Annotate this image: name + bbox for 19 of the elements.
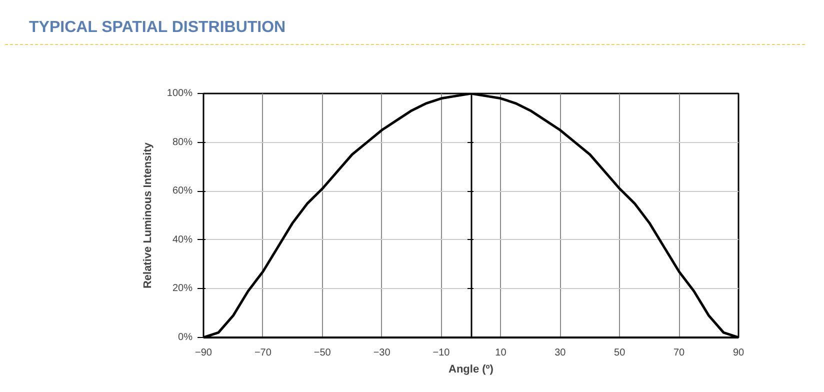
y-tick-label: 100% xyxy=(166,88,193,99)
x-tick-label: −10 xyxy=(432,348,450,358)
y-tick-label: 0% xyxy=(178,332,193,343)
x-tick-label: 90 xyxy=(732,348,744,358)
chart-title: TYPICAL SPATIAL DISTRIBUTION xyxy=(29,18,286,38)
y-tick-label: 40% xyxy=(172,234,193,246)
x-tick-label: 70 xyxy=(673,348,686,358)
x-tick-label: −70 xyxy=(254,348,272,358)
y-axis-title: Relative Luminous Intensity xyxy=(142,142,154,289)
y-tick-label: 20% xyxy=(172,283,193,294)
x-tick-label: −50 xyxy=(314,348,332,358)
x-tick-label: 50 xyxy=(614,348,626,358)
x-axis-title: Angle (º) xyxy=(448,364,494,376)
x-tick-label: 30 xyxy=(554,348,566,358)
y-tick-label: 80% xyxy=(172,136,193,148)
x-tick-label: −90 xyxy=(195,348,212,358)
y-tick-label: 60% xyxy=(172,186,193,197)
x-tick-label: −30 xyxy=(373,348,391,358)
x-tick-label: 10 xyxy=(495,348,507,358)
